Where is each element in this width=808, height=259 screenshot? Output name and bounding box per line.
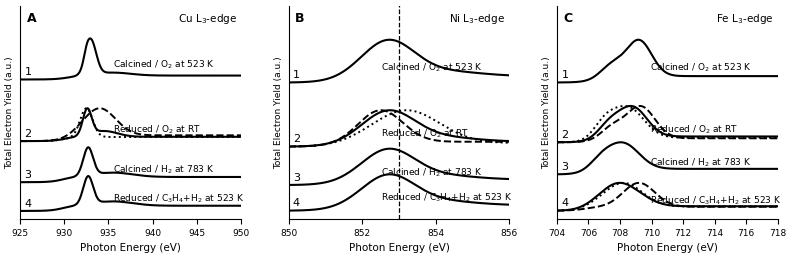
Text: 4: 4 xyxy=(293,198,300,208)
Text: Reduced / C$_3$H$_4$+H$_2$ at 523 K: Reduced / C$_3$H$_4$+H$_2$ at 523 K xyxy=(650,195,781,207)
Text: Calcined / O$_2$ at 523 K: Calcined / O$_2$ at 523 K xyxy=(381,61,483,74)
Text: Fe L$_3$-edge: Fe L$_3$-edge xyxy=(716,12,773,26)
X-axis label: Photon Energy (eV): Photon Energy (eV) xyxy=(617,243,718,254)
Text: 4: 4 xyxy=(24,199,32,209)
Text: 3: 3 xyxy=(24,170,32,180)
Text: Calcined / H$_2$ at 783 K: Calcined / H$_2$ at 783 K xyxy=(113,164,214,176)
Text: Reduced / C$_3$H$_4$+H$_2$ at 523 K: Reduced / C$_3$H$_4$+H$_2$ at 523 K xyxy=(381,192,513,204)
Text: Calcined / H$_2$ at 783 K: Calcined / H$_2$ at 783 K xyxy=(381,166,482,178)
Text: Reduced / C$_3$H$_4$+H$_2$ at 523 K: Reduced / C$_3$H$_4$+H$_2$ at 523 K xyxy=(113,192,244,205)
Text: Reduced / O$_2$ at RT: Reduced / O$_2$ at RT xyxy=(381,128,469,140)
Y-axis label: Total Electron Yield (a.u.): Total Electron Yield (a.u.) xyxy=(6,56,15,169)
Text: 2: 2 xyxy=(293,134,300,145)
Text: C: C xyxy=(563,12,573,25)
Text: A: A xyxy=(27,12,36,25)
Text: 1: 1 xyxy=(24,67,32,77)
Text: 2: 2 xyxy=(24,129,32,139)
Text: 4: 4 xyxy=(562,198,569,208)
Text: B: B xyxy=(295,12,305,25)
X-axis label: Photon Energy (eV): Photon Energy (eV) xyxy=(348,243,449,254)
Text: 1: 1 xyxy=(562,70,568,80)
Text: 3: 3 xyxy=(562,162,568,172)
Text: Cu L$_3$-edge: Cu L$_3$-edge xyxy=(178,12,237,26)
X-axis label: Photon Energy (eV): Photon Energy (eV) xyxy=(80,243,181,254)
Text: Reduced / O$_2$ at RT: Reduced / O$_2$ at RT xyxy=(113,123,201,136)
Text: Calcined / O$_2$ at 523 K: Calcined / O$_2$ at 523 K xyxy=(650,61,751,74)
Text: Calcined / O$_2$ at 523 K: Calcined / O$_2$ at 523 K xyxy=(113,59,215,71)
Y-axis label: Total Electron Yield (a.u.): Total Electron Yield (a.u.) xyxy=(274,56,283,169)
Text: 2: 2 xyxy=(562,130,569,140)
Y-axis label: Total Electron Yield (a.u.): Total Electron Yield (a.u.) xyxy=(542,56,551,169)
Text: Calcined / H$_2$ at 783 K: Calcined / H$_2$ at 783 K xyxy=(650,157,751,169)
Text: 3: 3 xyxy=(293,173,300,183)
Text: 1: 1 xyxy=(293,70,300,80)
Text: Ni L$_3$-edge: Ni L$_3$-edge xyxy=(449,12,505,26)
Text: Reduced / O$_2$ at RT: Reduced / O$_2$ at RT xyxy=(650,123,738,136)
